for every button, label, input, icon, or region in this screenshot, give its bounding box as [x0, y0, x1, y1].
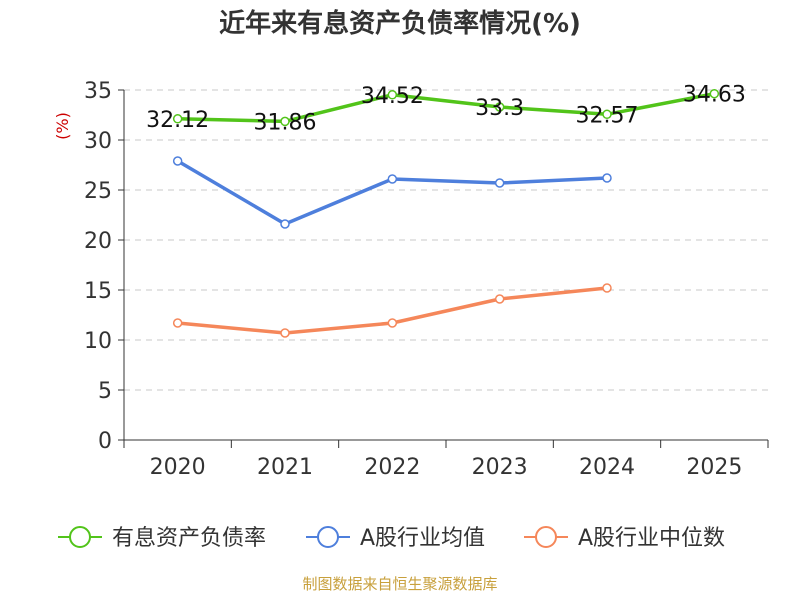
legend: 有息资产负债率 A股行业均值 A股行业中位数 [58, 526, 725, 551]
data-point [387, 90, 398, 100]
x-tick-label: 2023 [472, 455, 528, 480]
y-tick-label: 15 [84, 279, 112, 304]
series-line [176, 159, 608, 226]
data-label: 32.57 [576, 103, 639, 128]
data-point [494, 178, 505, 188]
x-tick-label: 2025 [686, 455, 742, 480]
y-tick-label: 10 [84, 329, 112, 354]
legend-marker [317, 526, 339, 548]
y-axis-label: (%) [53, 112, 72, 140]
data-point [494, 102, 505, 112]
data-point [280, 219, 290, 229]
x-tick-label: 2022 [364, 455, 420, 480]
data-point [172, 114, 183, 124]
grid-lines [124, 89, 768, 391]
y-tick-label: 20 [84, 229, 112, 254]
legend-label: A股行业中位数 [578, 526, 725, 551]
data-point [172, 156, 183, 166]
data-point [602, 283, 612, 293]
x-tick-label: 2020 [150, 455, 206, 480]
legend-marker [535, 526, 557, 548]
data-point [494, 294, 505, 304]
data-label: 32.12 [146, 108, 209, 133]
data-point [280, 328, 290, 338]
y-tick-label: 5 [98, 379, 112, 404]
data-label: 34.52 [361, 84, 424, 109]
data-point [602, 109, 612, 120]
legend-label: 有息资产负债率 [112, 526, 266, 551]
data-point [602, 173, 612, 183]
data-point [172, 318, 183, 328]
source-note: 制图数据来自恒生聚源数据库 [302, 575, 498, 593]
series-line [177, 91, 715, 124]
data-label: 31.86 [254, 110, 317, 135]
data-label: 33.3 [475, 96, 524, 121]
chart-title: 近年来有息资产负债率情况(%) [219, 9, 581, 39]
y-tick-label: 25 [84, 179, 112, 204]
x-tick-label: 2021 [257, 455, 313, 480]
data-point [709, 88, 720, 99]
y-tick-label: 30 [84, 129, 112, 154]
series-layer [172, 88, 720, 338]
data-point [280, 116, 290, 127]
data-label: 34.63 [683, 83, 746, 108]
data-point [387, 318, 398, 328]
legend-marker [69, 526, 91, 548]
x-tick-label: 2024 [579, 455, 635, 480]
data-point [387, 174, 398, 184]
legend-label: A股行业均值 [360, 526, 485, 551]
data-labels: 32.12 31.86 34.52 33.3 32.57 34.63 [146, 83, 746, 136]
y-tick-label: 35 [84, 79, 112, 104]
y-tick-label: 0 [98, 429, 112, 454]
